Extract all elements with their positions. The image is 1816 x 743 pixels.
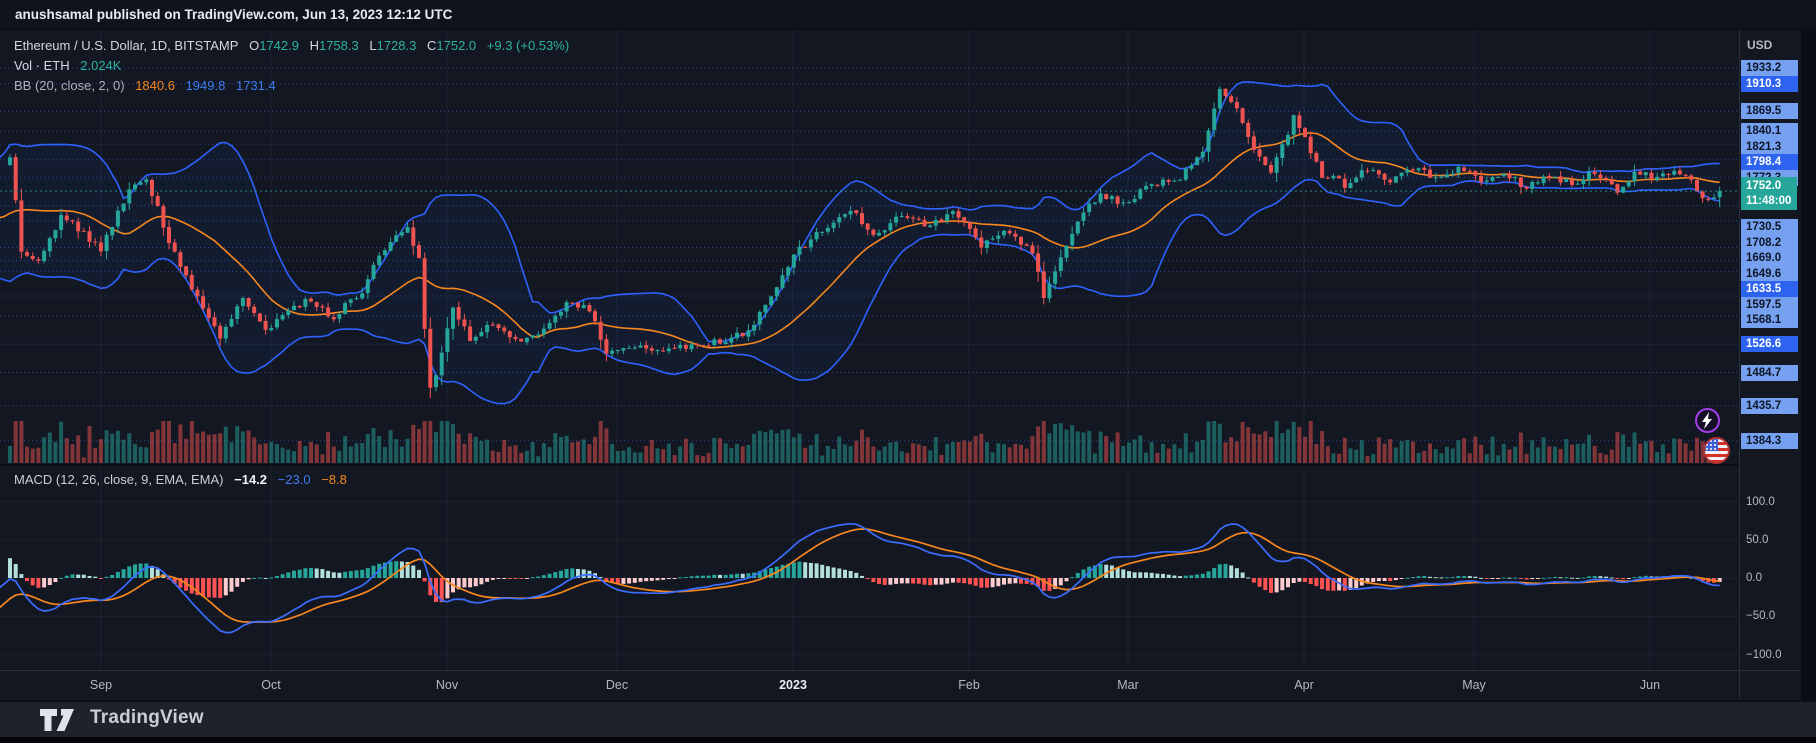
- symbol-title[interactable]: Ethereum / U.S. Dollar, 1D, BITSTAMP: [14, 38, 239, 53]
- time-axis-month-label: Sep: [89, 678, 113, 692]
- price-level-label: 1910.3: [1741, 76, 1798, 92]
- lightning-icon: [1702, 412, 1712, 429]
- bb-lower-value: 1731.4: [235, 78, 276, 93]
- price-level-label: 1821.3: [1741, 139, 1798, 155]
- price-level-label: 1840.1: [1741, 123, 1798, 139]
- bb-label[interactable]: BB (20, close, 2, 0): [14, 78, 125, 93]
- price-level-label: 1435.7: [1741, 398, 1798, 414]
- published-header: anushsamal published on TradingView.com,…: [0, 0, 1816, 30]
- price-axis-currency-label: USD: [1747, 38, 1773, 52]
- volume-label[interactable]: Vol · ETH: [14, 58, 70, 73]
- macd-axis-tick: 100.0: [1746, 496, 1775, 508]
- price-level-label: 1633.5: [1741, 281, 1798, 297]
- price-axis-border: [1739, 30, 1740, 700]
- macd-legend: MACD (12, 26, close, 9, EMA, EMA) −14.2 …: [14, 471, 347, 489]
- volume-legend-row: Vol · ETH 2.024K: [14, 56, 569, 75]
- price-level-label: 1484.7: [1741, 365, 1798, 381]
- price-level-label: 1798.4: [1741, 154, 1798, 170]
- timeline-border: [0, 670, 1801, 671]
- macd-hist-value: −14.2: [234, 472, 268, 487]
- price-level-label: 1708.2: [1741, 235, 1798, 251]
- tradingview-brand-text[interactable]: TradingView: [90, 707, 204, 728]
- price-level-label: 1568.1: [1741, 312, 1798, 328]
- price-level-label: 1649.6: [1741, 266, 1798, 282]
- macd-pane-canvas[interactable]: [0, 466, 1740, 670]
- macd-axis-tick: 0.0: [1746, 572, 1762, 584]
- volume-value: 2.024K: [80, 58, 122, 73]
- macd-axis-tick: 50.0: [1746, 534, 1769, 546]
- price-level-label: 1869.5: [1741, 103, 1798, 119]
- ohlc-low: L1728.3: [369, 38, 417, 53]
- published-header-text: anushsamal published on TradingView.com,…: [15, 7, 453, 22]
- time-axis-month-label: Oct: [261, 678, 281, 692]
- tradingview-logo-icon[interactable]: [38, 706, 84, 734]
- ohlc-close: C1752.0: [426, 38, 477, 53]
- us-flag-bubble-icon[interactable]: [1703, 437, 1730, 464]
- price-pane-canvas[interactable]: [0, 30, 1740, 464]
- time-axis-month-label: Feb: [958, 678, 980, 692]
- time-axis-month-label: 2023: [779, 678, 807, 692]
- time-axis-month-label: Mar: [1117, 678, 1139, 692]
- price-level-label: 1384.3: [1741, 433, 1798, 449]
- ohlc-high: H1758.3: [309, 38, 359, 53]
- price-level-label: 1730.5: [1741, 219, 1798, 235]
- price-level-label: 1597.5: [1741, 297, 1798, 313]
- price-level-label: 1933.2: [1741, 60, 1798, 76]
- lightning-bubble-icon[interactable]: [1695, 408, 1720, 433]
- price-level-label: 1669.0: [1741, 250, 1798, 266]
- macd-signal-value: −8.8: [321, 472, 347, 487]
- footer-bar: TradingView: [0, 700, 1816, 737]
- time-axis-month-label: May: [1462, 678, 1486, 692]
- ohlc-open: O1742.9: [249, 38, 299, 53]
- time-axis-month-label: Jun: [1639, 678, 1661, 692]
- macd-axis-tick: −50.0: [1746, 610, 1776, 622]
- time-axis-month-label: Dec: [605, 678, 629, 692]
- right-margin: [1801, 30, 1816, 700]
- macd-label[interactable]: MACD (12, 26, close, 9, EMA, EMA): [14, 472, 224, 487]
- current-price-label: 1752.0 11:48:00: [1741, 177, 1797, 210]
- time-axis-month-label: Apr: [1294, 678, 1314, 692]
- price-level-label: 1526.6: [1741, 336, 1798, 352]
- time-axis[interactable]: Sep Oct Nov Dec 2023 Feb Mar Apr May Jun: [0, 671, 1740, 700]
- time-axis-month-label: Nov: [435, 678, 459, 692]
- bb-upper-value: 1949.8: [185, 78, 226, 93]
- pane-divider[interactable]: [0, 464, 1801, 466]
- bb-legend-row: BB (20, close, 2, 0) 1840.6 1949.8 1731.…: [14, 76, 569, 95]
- bb-basis-value: 1840.6: [135, 78, 175, 93]
- macd-axis-tick: −100.0: [1746, 649, 1782, 661]
- change-value: +9.3 (+0.53%): [486, 38, 570, 53]
- symbol-legend: Ethereum / U.S. Dollar, 1D, BITSTAMP O17…: [14, 36, 569, 96]
- macd-line-value: −23.0: [277, 472, 311, 487]
- us-flag-canton: [1705, 439, 1718, 451]
- price-axis[interactable]: USD 1933.2 1910.3 1869.5 1840.1 1821.3 1798.4…: [1740, 30, 1801, 700]
- symbol-legend-row-main: Ethereum / U.S. Dollar, 1D, BITSTAMP O17…: [14, 36, 569, 55]
- bottom-black-bar: [0, 737, 1816, 743]
